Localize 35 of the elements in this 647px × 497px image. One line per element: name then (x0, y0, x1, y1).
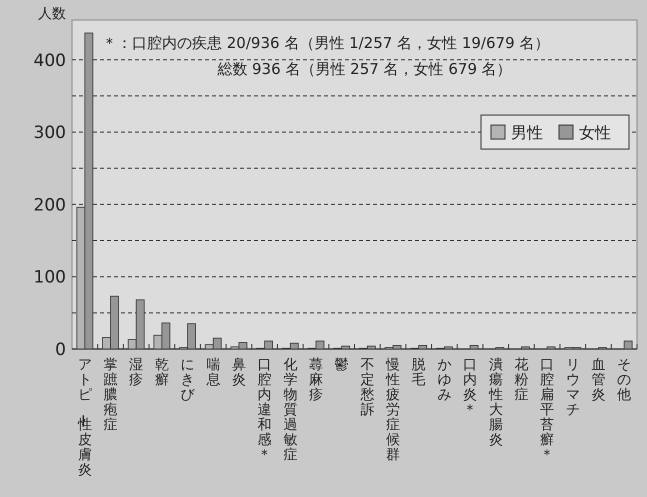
legend-label: 女性 (579, 123, 611, 142)
y-tick-label: 100 (34, 268, 66, 288)
x-tick-label: 不定愁訴 (359, 357, 374, 418)
bar (470, 344, 478, 350)
x-tick-label: 化学物質過敏症 (283, 357, 298, 463)
annotation: ＊：口腔内の疾患 20/936 名（男性 1/257 名，女性 19/679 名） (102, 34, 550, 52)
x-tick-label: 花粉症 (514, 357, 528, 403)
x-tick-label: リウマチ (566, 357, 580, 418)
bar (624, 340, 633, 350)
x-tick-label: 血管炎 (591, 357, 606, 403)
x-tick-label: にきび (180, 357, 196, 403)
annotation: 総数 936 名（男性 257 名，女性 679 名） (216, 60, 512, 78)
x-tick-label: 口腔扁平苔癬＊ (540, 357, 554, 463)
x-tick-label: 潰瘍性大腸炎 (488, 357, 503, 448)
x-tick-label: かゆみ (437, 357, 452, 403)
x-tick-label: その他 (617, 357, 632, 403)
x-tick-label: 乾癬 (154, 357, 169, 388)
y-tick-label: 400 (34, 50, 66, 71)
y-tick-label: 200 (34, 195, 66, 216)
x-tick-label: 湿疹 (129, 357, 144, 388)
x-tick-label: 鼻炎 (232, 357, 246, 388)
x-tick-label: 口腔内違和感＊ (258, 357, 272, 463)
y-tick-label: 300 (34, 123, 66, 144)
x-tick-label: 喘息 (205, 357, 220, 388)
x-tick-label: 蕁麻疹 (308, 357, 323, 403)
y-tick-label: 0 (55, 340, 66, 360)
x-tick-label: 鬱 (334, 357, 349, 373)
x-tick-label: 慢性疲労症候群 (385, 357, 400, 463)
x-tick-label: 脱毛 (412, 357, 426, 388)
y-axis-title: 人数 (38, 6, 66, 22)
bar (546, 346, 556, 350)
x-tick-label: 口内炎＊ (463, 357, 478, 418)
x-tick-label: 掌蹠膿疱症 (104, 357, 118, 433)
legend-label: 男性 (511, 123, 543, 142)
bar (521, 346, 530, 350)
